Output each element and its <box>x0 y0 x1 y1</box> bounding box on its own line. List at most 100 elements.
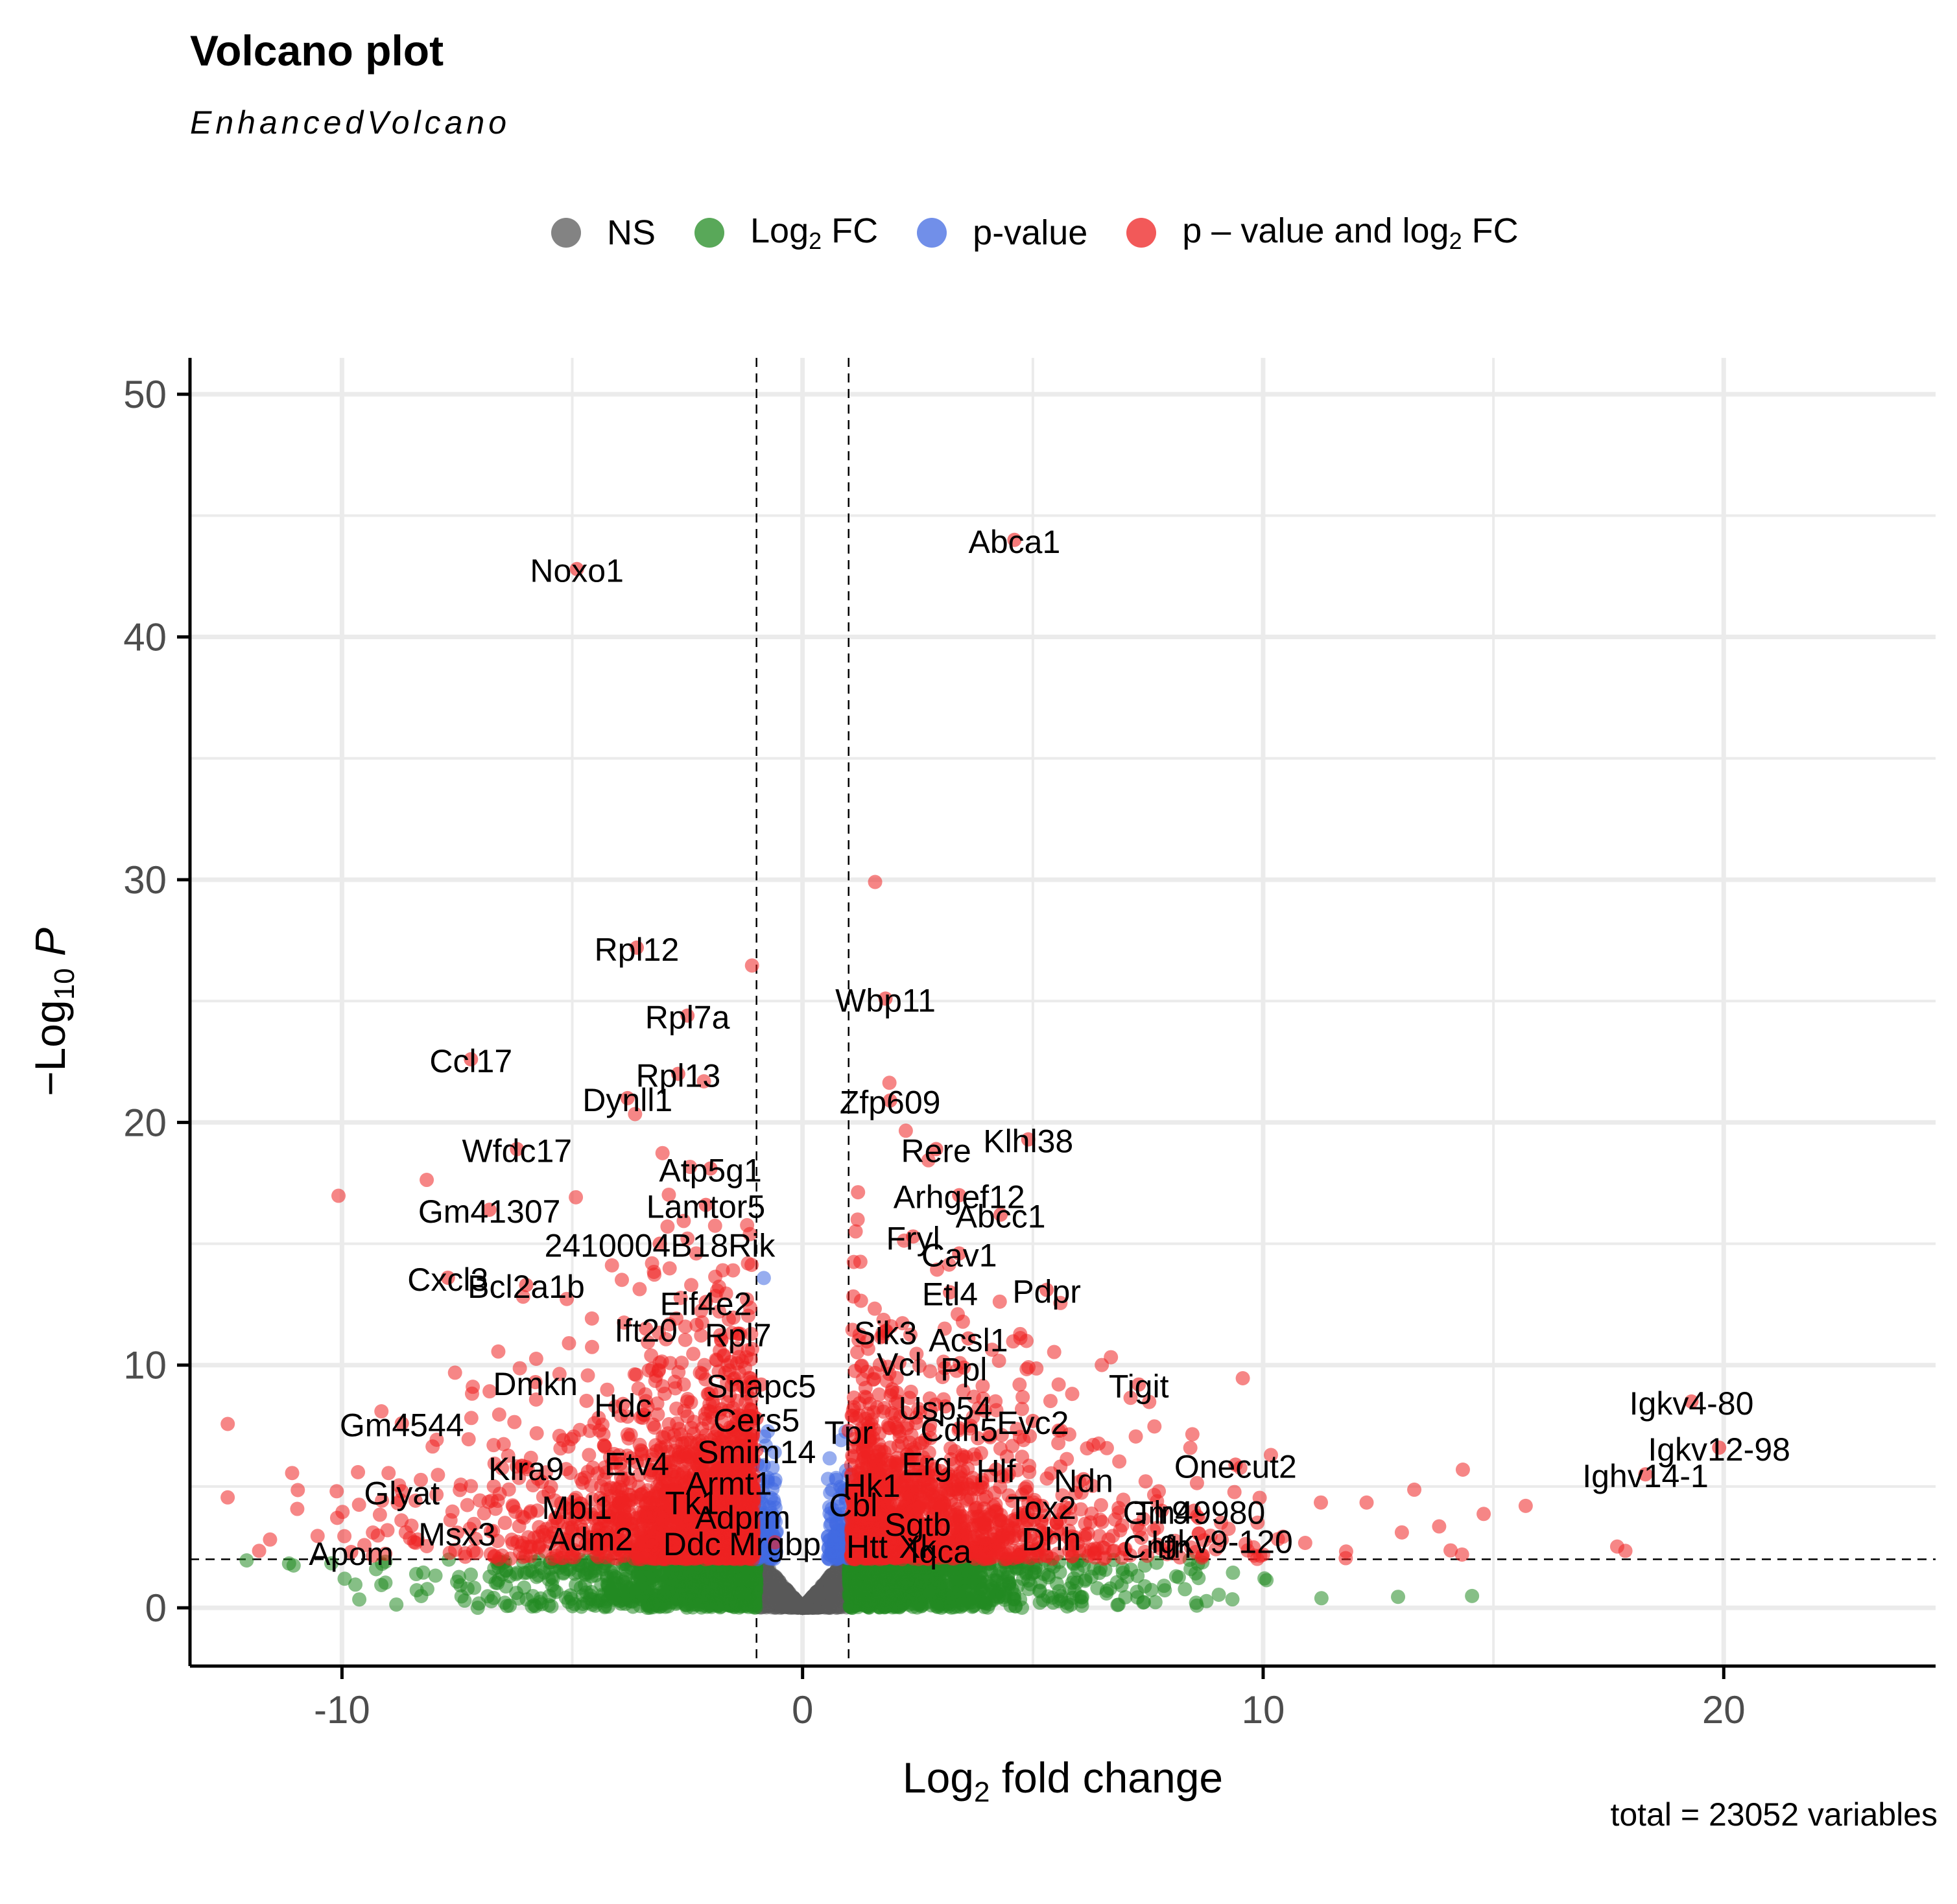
significant-point <box>528 1351 543 1366</box>
log2fc-point <box>1157 1583 1172 1598</box>
log2fc-point <box>1060 1599 1074 1614</box>
log2fc-point <box>281 1556 296 1571</box>
log2fc-point <box>523 1563 538 1578</box>
gridlines <box>190 358 1936 1666</box>
log2fc-point <box>633 1599 648 1614</box>
log2fc-point <box>1120 1569 1135 1584</box>
log2fc-point <box>862 1577 877 1592</box>
significant-point <box>529 1426 544 1440</box>
significant-point <box>492 1407 506 1422</box>
significant-point <box>497 1516 512 1531</box>
log2fc-point <box>900 1573 915 1588</box>
log2fc-point <box>389 1597 404 1612</box>
log2fc-point <box>1049 1576 1064 1591</box>
log2fc-point <box>661 1599 676 1614</box>
significant-point <box>584 1311 599 1326</box>
log2fc-point <box>1226 1565 1240 1580</box>
pvalue-point <box>822 1451 837 1466</box>
significant-point <box>562 1335 576 1350</box>
log2fc-point <box>735 1586 750 1601</box>
log2fc-point <box>1189 1598 1204 1613</box>
pvalue-point <box>828 1531 843 1546</box>
log2fc-point <box>464 1567 479 1582</box>
log2fc-point <box>428 1568 443 1583</box>
pvalue-point <box>820 1472 835 1487</box>
log2fc-point <box>685 1579 700 1594</box>
log2fc-point <box>616 1592 631 1607</box>
log2fc-point <box>374 1577 389 1592</box>
log2fc-point <box>1099 1583 1114 1598</box>
log2fc-point <box>656 1564 671 1579</box>
significant-point <box>686 1346 701 1361</box>
log2fc-point <box>997 1582 1012 1597</box>
log2fc-point <box>861 1596 876 1611</box>
log2fc-point <box>1178 1582 1192 1597</box>
log2fc-point <box>708 1576 723 1591</box>
significant-point <box>620 1427 635 1442</box>
log2fc-point <box>1015 1571 1030 1586</box>
log2fc-point <box>1003 1598 1018 1613</box>
log2fc-point <box>745 1573 760 1588</box>
significant-point <box>569 1190 584 1205</box>
significant-point <box>584 1339 599 1354</box>
pvalue-point <box>822 1547 837 1562</box>
significant-point <box>632 1282 647 1297</box>
log2fc-point <box>337 1571 352 1586</box>
log2fc-point <box>1045 1590 1060 1605</box>
log2fc-point <box>1211 1587 1226 1602</box>
log2fc-point <box>585 1592 600 1607</box>
log2fc-point <box>1314 1591 1329 1606</box>
log2fc-point <box>1225 1592 1240 1607</box>
log2fc-point <box>480 1589 495 1604</box>
log2fc-point <box>648 1593 663 1608</box>
log2fc-point <box>1465 1588 1480 1603</box>
log2fc-point <box>352 1592 367 1607</box>
significant-point <box>507 1415 522 1429</box>
ns-point <box>763 1572 778 1587</box>
log2fc-point <box>636 1575 651 1590</box>
ns-point <box>792 1599 807 1614</box>
log2fc-point <box>567 1597 582 1612</box>
log2fc-point <box>1168 1569 1183 1584</box>
significant-point <box>580 1368 595 1383</box>
log2fc-point <box>519 1592 534 1607</box>
log2fc-point <box>503 1569 517 1584</box>
significant-point <box>629 1367 644 1382</box>
log2fc-point <box>1032 1595 1047 1610</box>
log2fc-point <box>877 1592 892 1607</box>
log2fc-point <box>503 1598 517 1613</box>
log2fc-point <box>239 1553 254 1568</box>
log2fc-point <box>409 1567 423 1582</box>
log2fc-point <box>603 1583 618 1598</box>
log2fc-point <box>1391 1590 1406 1604</box>
log2fc-point <box>453 1578 468 1593</box>
log2fc-point <box>542 1589 557 1604</box>
significant-point <box>744 958 759 973</box>
ns-point <box>825 1592 840 1607</box>
significant-point <box>582 1448 597 1463</box>
significant-point <box>674 1356 689 1370</box>
ns-point <box>766 1595 781 1610</box>
pvalue-point <box>756 1271 771 1286</box>
log2fc-point <box>914 1588 929 1603</box>
log2fc-point <box>672 1588 687 1603</box>
significant-point <box>331 1188 346 1203</box>
log2fc-point <box>929 1572 944 1587</box>
log2fc-point <box>1148 1595 1163 1610</box>
log2fc-point <box>937 1590 952 1605</box>
log2fc-point <box>883 1564 898 1579</box>
log2fc-point <box>1259 1573 1274 1588</box>
log2fc-point <box>741 1599 756 1614</box>
log2fc-point <box>457 1593 472 1608</box>
log2fc-point <box>409 1582 424 1597</box>
significant-point <box>464 1411 479 1426</box>
log2fc-point <box>951 1583 966 1598</box>
log2fc-point <box>588 1568 603 1583</box>
significant-point <box>351 1464 366 1479</box>
log2fc-point <box>899 1593 914 1608</box>
data-points <box>220 532 1727 1616</box>
log2fc-point <box>568 1577 583 1592</box>
log2fc-point <box>1065 1575 1080 1590</box>
significant-point <box>460 1498 475 1512</box>
